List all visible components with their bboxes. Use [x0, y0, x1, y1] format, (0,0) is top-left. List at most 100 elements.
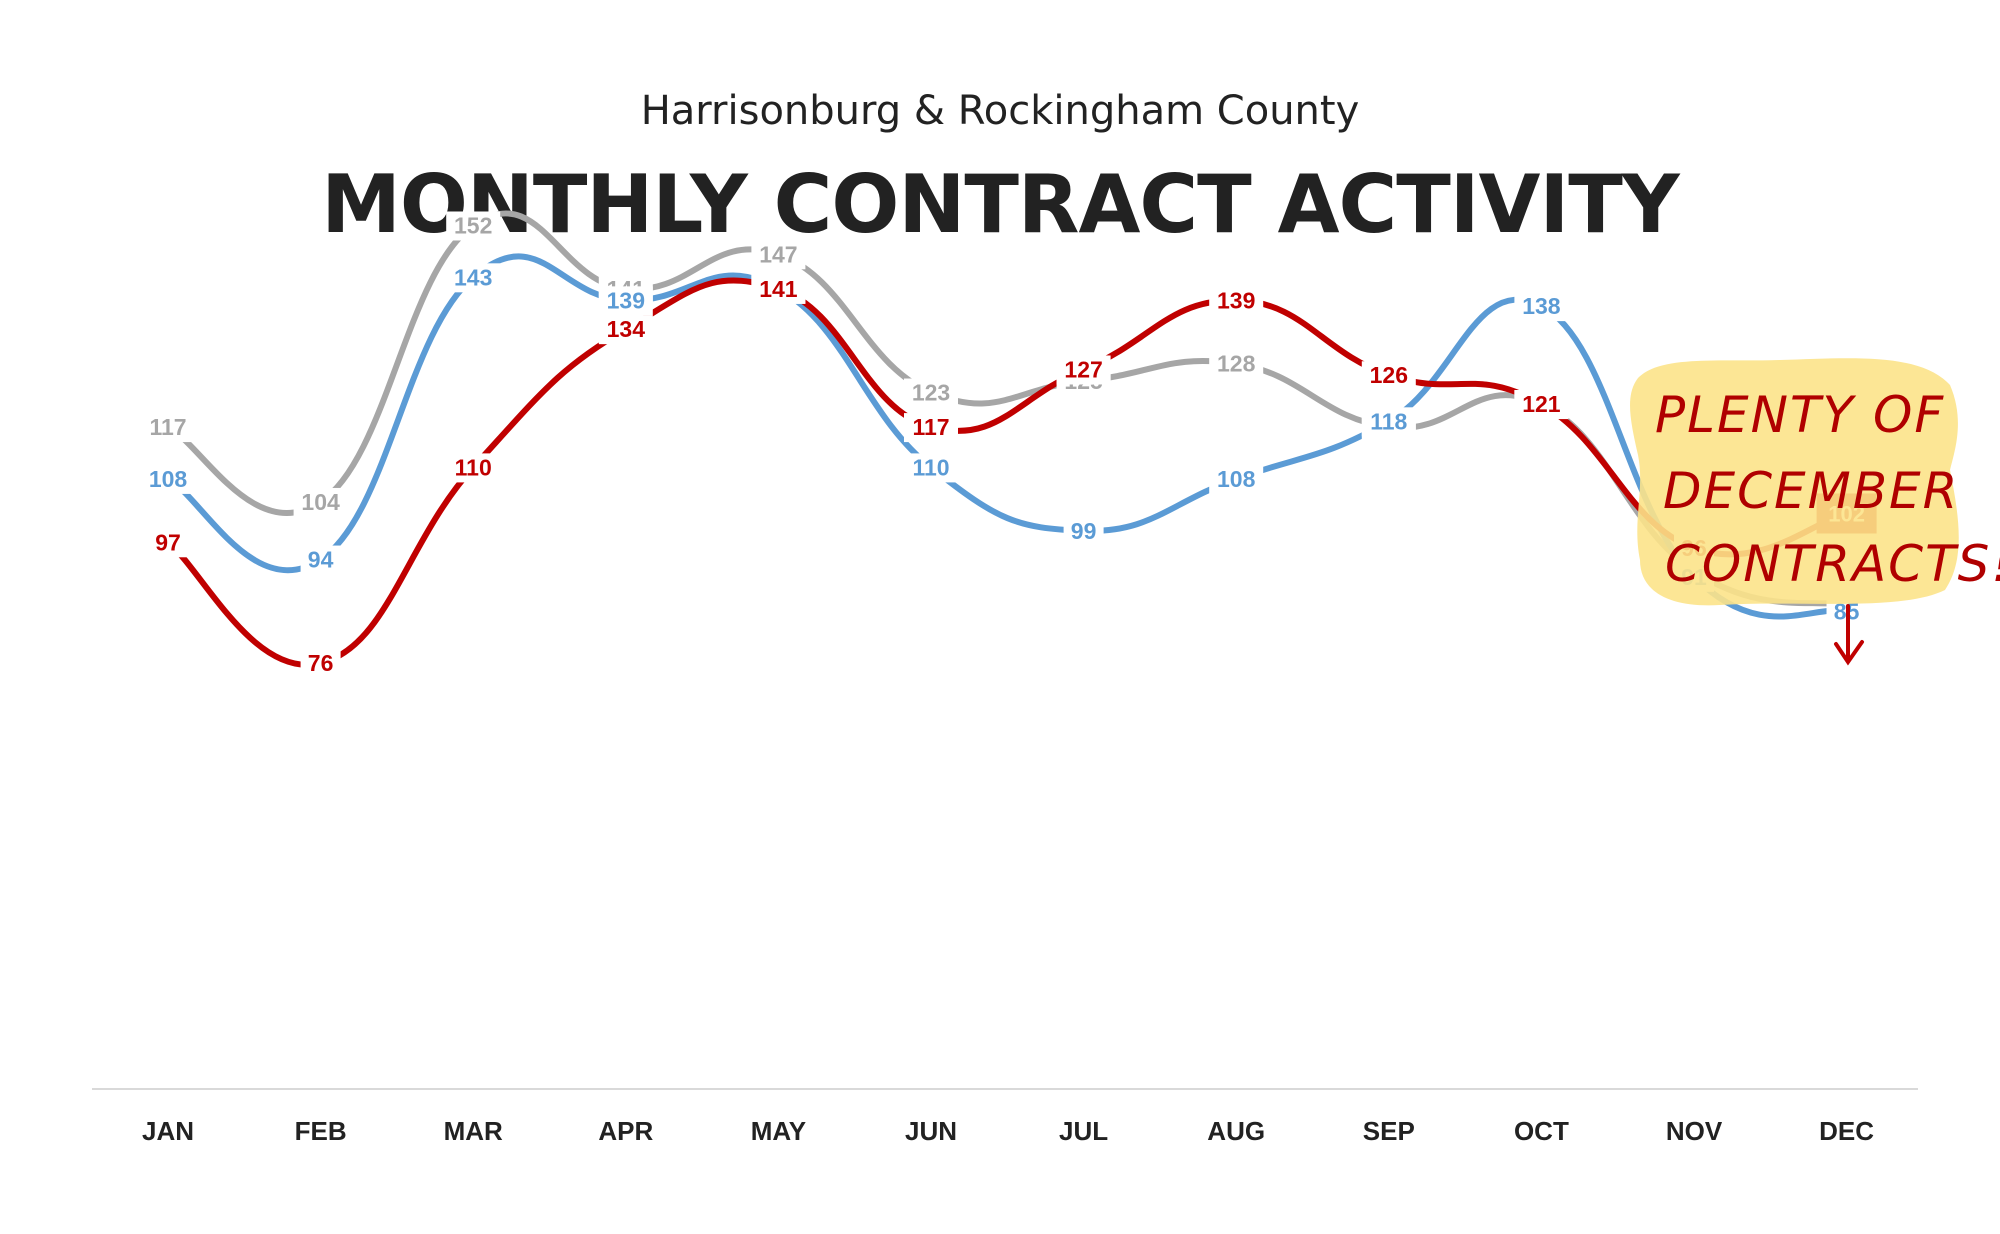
data-label-bg	[300, 649, 341, 679]
data-label-blue-jan: 108	[141, 464, 195, 494]
data-label-text: 141	[759, 276, 798, 302]
data-label-blue-sep: 118	[1361, 407, 1416, 437]
data-label-bg	[904, 378, 958, 408]
data-label-text: 143	[454, 264, 492, 290]
data-label-red-mar: 110	[446, 453, 501, 483]
data-label-blue-oct: 138	[1514, 292, 1569, 322]
data-label-red-may: 141	[751, 274, 806, 304]
data-label-red-sep: 126	[1361, 361, 1416, 391]
data-label-bg	[148, 528, 188, 558]
series-line-blue	[165, 253, 1850, 620]
data-label-gray-jun: 123	[904, 378, 958, 408]
data-label-text: 138	[1522, 293, 1561, 319]
x-tick-label-may: MAY	[751, 1116, 806, 1146]
data-label-gray-may: 147	[751, 240, 806, 270]
data-label-bg	[1514, 390, 1569, 420]
data-label-blue-apr: 139	[598, 286, 653, 316]
annotation-highlight	[1630, 358, 1959, 606]
chart-subtitle: Harrisonburg & Rockingham County	[641, 88, 1360, 134]
data-label-text: 76	[308, 650, 334, 676]
x-tick-label-jan: JAN	[142, 1116, 194, 1146]
data-label-gray-feb: 104	[293, 487, 348, 517]
data-label-bg	[904, 453, 958, 483]
data-label-bg	[1209, 286, 1264, 316]
annotation-arrow-icon	[1834, 604, 1864, 666]
data-label-text: 110	[912, 454, 949, 480]
data-label-bg	[1063, 516, 1104, 546]
data-label-bg	[446, 263, 501, 293]
x-tick-label-jun: JUN	[905, 1116, 957, 1146]
data-label-text: 108	[1217, 466, 1256, 492]
data-label-red-apr: 134	[598, 315, 653, 345]
data-label-bg	[141, 413, 195, 443]
x-tick-label-apr: APR	[598, 1116, 653, 1146]
data-label-text: 110	[455, 454, 492, 480]
data-label-bg	[300, 545, 341, 575]
x-axis-labels: JAN FEB MAR APR MAY JUN JUL AUG SEP OCT NOV DEC	[142, 1116, 1874, 1146]
data-label-red-feb: 76	[300, 649, 341, 679]
data-label-gray-jan: 117	[141, 413, 195, 443]
x-tick-label-sep: SEP	[1363, 1116, 1415, 1146]
x-tick-label-mar: MAR	[444, 1116, 503, 1146]
data-label-text: 117	[912, 414, 949, 440]
data-label-red-oct: 121	[1514, 390, 1569, 420]
data-label-text: 126	[1370, 362, 1408, 388]
data-label-blue-jul: 99	[1063, 516, 1104, 546]
data-label-bg	[141, 464, 195, 494]
x-tick-label-aug: AUG	[1207, 1116, 1265, 1146]
data-label-bg	[446, 211, 501, 241]
data-label-text: 97	[155, 529, 181, 555]
data-label-bg	[1209, 349, 1264, 379]
x-tick-label-feb: FEB	[295, 1116, 347, 1146]
data-label-red-jan: 97	[148, 528, 188, 558]
data-label-blue-aug: 108	[1209, 464, 1264, 494]
data-label-text: 121	[1522, 391, 1561, 417]
data-label-bg	[598, 315, 653, 345]
data-label-bg	[904, 413, 958, 443]
data-label-text: 94	[308, 547, 334, 573]
data-label-bg	[1361, 361, 1416, 391]
series-line-red	[165, 277, 1850, 668]
data-label-bg	[1056, 355, 1111, 385]
x-tick-label-jul: JUL	[1059, 1116, 1108, 1146]
data-label-text: 152	[454, 212, 492, 238]
data-label-red-jul: 127	[1056, 355, 1111, 385]
x-tick-label-nov: NOV	[1666, 1116, 1723, 1146]
annotation-line-1: PLENTY OF	[1655, 386, 1945, 444]
data-label-bg	[1514, 292, 1569, 322]
data-label-text: 117	[149, 414, 186, 440]
data-label-blue-mar: 143	[446, 263, 501, 293]
data-label-red-jun: 117	[904, 413, 958, 443]
data-label-text: 128	[1217, 351, 1256, 377]
data-label-bg	[446, 453, 501, 483]
data-label-gray-mar: 152	[446, 211, 501, 241]
data-label-text: 99	[1071, 518, 1097, 544]
series-layer	[165, 210, 1850, 668]
data-label-blue-feb: 94	[300, 545, 341, 575]
chart-title: MONTHLY CONTRACT ACTIVITY	[321, 158, 1680, 251]
data-label-text: 104	[301, 489, 340, 515]
data-label-bg	[751, 240, 806, 270]
data-label-text: 139	[1217, 287, 1255, 313]
data-label-bg	[1209, 464, 1264, 494]
data-label-gray-aug: 128	[1209, 349, 1264, 379]
data-label-text: 134	[607, 316, 646, 342]
data-label-blue-jun: 110	[904, 453, 958, 483]
data-label-bg	[1361, 407, 1416, 437]
data-label-text: 139	[607, 287, 645, 313]
annotation-line-3: CONTRACTS!	[1665, 535, 2000, 593]
data-label-text: 118	[1370, 408, 1407, 434]
data-label-text: 127	[1064, 356, 1102, 382]
annotation: PLENTY OF DECEMBER CONTRACTS!	[1630, 358, 2000, 666]
data-label-bg	[293, 487, 348, 517]
x-tick-label-dec: DEC	[1819, 1116, 1874, 1146]
x-tick-label-oct: OCT	[1514, 1116, 1569, 1146]
data-label-bg	[751, 274, 806, 304]
annotation-line-2: DECEMBER	[1663, 462, 1959, 520]
data-label-text: 147	[759, 241, 797, 267]
data-label-text: 108	[149, 466, 188, 492]
data-label-text: 123	[912, 380, 950, 406]
data-label-bg	[598, 286, 653, 316]
data-label-red-aug: 139	[1209, 286, 1264, 316]
